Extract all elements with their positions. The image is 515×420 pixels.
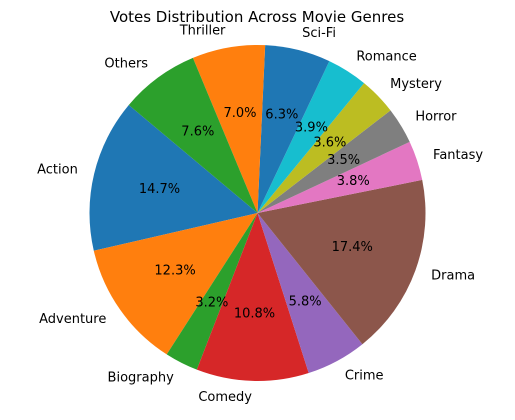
category-label-adventure: Adventure	[39, 312, 106, 327]
pct-label-comedy: 10.8%	[234, 306, 275, 321]
category-label-comedy: Comedy	[198, 390, 252, 405]
category-label-romance: Romance	[356, 49, 416, 64]
pct-label-sci-fi: 6.3%	[265, 108, 298, 123]
pie-slice-horror	[257, 110, 410, 213]
pct-label-mystery: 3.6%	[313, 135, 346, 150]
chart-title: Votes Distribution Across Movie Genres	[110, 8, 404, 26]
category-label-action: Action	[37, 162, 78, 177]
pie-slice-romance	[257, 61, 365, 213]
pie-slice-biography	[166, 213, 258, 370]
pie-slice-mystery	[257, 83, 391, 213]
pct-label-romance: 3.9%	[295, 120, 328, 135]
pie-slice-drama	[257, 179, 426, 345]
category-label-horror: Horror	[415, 109, 457, 124]
pie-slice-action	[89, 105, 258, 251]
pie-slice-others	[128, 57, 258, 213]
pie-slice-adventure	[93, 213, 258, 355]
category-label-drama: Drama	[431, 269, 475, 284]
pct-label-adventure: 12.3%	[154, 264, 195, 279]
pct-label-crime: 5.8%	[289, 294, 322, 309]
pie-labels: 14.7% Action 12.3% Adventure 3.2% Biography 10…	[37, 24, 483, 406]
pct-label-others: 7.6%	[181, 124, 214, 139]
pct-label-biography: 3.2%	[195, 295, 228, 310]
pct-label-drama: 17.4%	[332, 240, 373, 255]
pct-label-action: 14.7%	[139, 182, 180, 197]
category-label-biography: Biography	[108, 370, 175, 385]
category-label-crime: Crime	[345, 368, 384, 383]
pct-label-horror: 3.5%	[327, 153, 360, 168]
category-label-mystery: Mystery	[390, 77, 442, 92]
pct-label-thriller: 7.0%	[223, 106, 256, 121]
pie-slice-sci-fi	[257, 45, 330, 214]
category-label-others: Others	[104, 57, 148, 72]
pie-slices	[89, 44, 426, 381]
category-label-thriller: Thriller	[179, 24, 226, 39]
pct-label-fantasy: 3.8%	[337, 174, 370, 189]
pie-slice-fantasy	[257, 141, 423, 213]
category-label-sci-fi: Sci-Fi	[302, 26, 336, 41]
pie-slice-thriller	[192, 44, 266, 213]
pie-slice-comedy	[196, 213, 309, 381]
pie-slice-crime	[257, 213, 363, 374]
category-label-fantasy: Fantasy	[433, 148, 483, 163]
